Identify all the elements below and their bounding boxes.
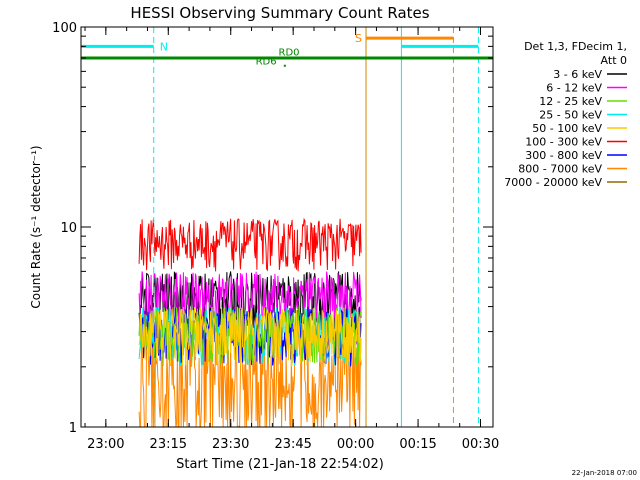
axes: 23:00 23:15 23:30 23:45 00:00 00:15 00:30 1 10 10…: [52, 21, 499, 452]
y-tick-label: 10: [60, 221, 77, 236]
legend-entry-label: 25 - 50 keV: [539, 109, 602, 122]
legend-entry-label: 800 - 7000 keV: [518, 163, 602, 176]
legend-entry-label: 50 - 100 keV: [532, 122, 602, 135]
x-axis-label: Start Time (21-Jan-18 22:54:02): [176, 457, 384, 472]
y-axis-label: Count Rate (s⁻¹ detector⁻¹): [29, 145, 43, 308]
x-tick-label: 23:30: [212, 437, 249, 452]
legend-header-line-2: Att 0: [601, 54, 627, 67]
annotation-label: RD6: [256, 56, 277, 67]
annotation-point: [283, 64, 286, 67]
legend-entry-label: 3 - 6 keV: [553, 68, 602, 81]
x-tick-label: 00:30: [462, 437, 499, 452]
chart-title: HESSI Observing Summary Count Rates: [130, 4, 429, 22]
annotation-label: RD0: [279, 48, 300, 59]
footer-date: 22-Jan-2018 07:00: [572, 469, 637, 477]
x-tick-label: 23:00: [87, 437, 124, 452]
trace-800-7000kev: [138, 331, 362, 429]
legend-header-line-1: Det 1,3, FDecim 1,: [524, 40, 627, 53]
marker-bar-label: S: [355, 32, 362, 45]
x-tick-label: 00:15: [399, 437, 436, 452]
legend-entry-label: 300 - 800 keV: [525, 149, 602, 162]
x-tick-label: 23:15: [150, 437, 187, 452]
x-tick-label: 00:00: [337, 437, 374, 452]
marker-bar-label: N: [160, 40, 168, 53]
legend-entry-label: 7000 - 20000 keV: [504, 176, 602, 189]
legend-entry-label: 100 - 300 keV: [525, 136, 602, 149]
trace-50-100kev: [138, 306, 362, 368]
y-tick-label: 1: [69, 421, 77, 436]
x-tick-label: 23:45: [274, 437, 311, 452]
legend-entry-label: 12 - 25 keV: [539, 95, 602, 108]
legend-entry-label: 6 - 12 keV: [546, 82, 602, 95]
y-tick-label: 100: [52, 21, 77, 36]
data-traces: [138, 217, 362, 429]
trace-100-300kev: [138, 217, 362, 272]
